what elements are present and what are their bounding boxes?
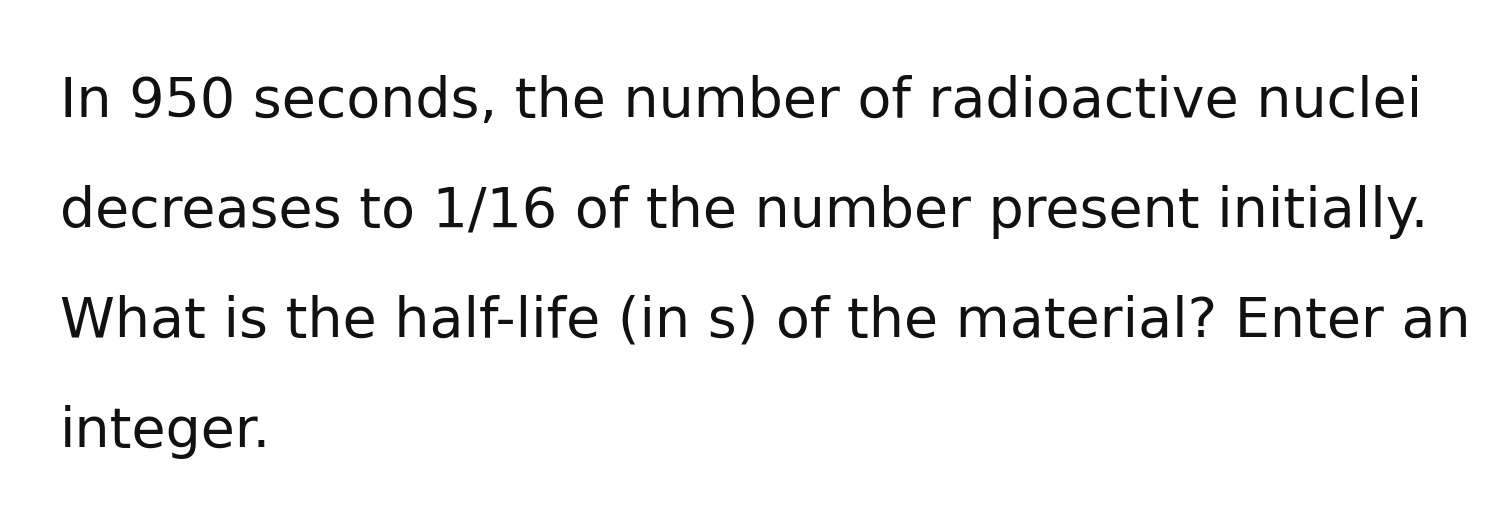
Text: What is the half-life (in s) of the material? Enter an: What is the half-life (in s) of the mate…	[60, 295, 1470, 349]
Text: In 950 seconds, the number of radioactive nuclei: In 950 seconds, the number of radioactiv…	[60, 75, 1422, 129]
Text: integer.: integer.	[60, 405, 272, 459]
Text: decreases to 1/16 of the number present initially.: decreases to 1/16 of the number present …	[60, 185, 1428, 239]
